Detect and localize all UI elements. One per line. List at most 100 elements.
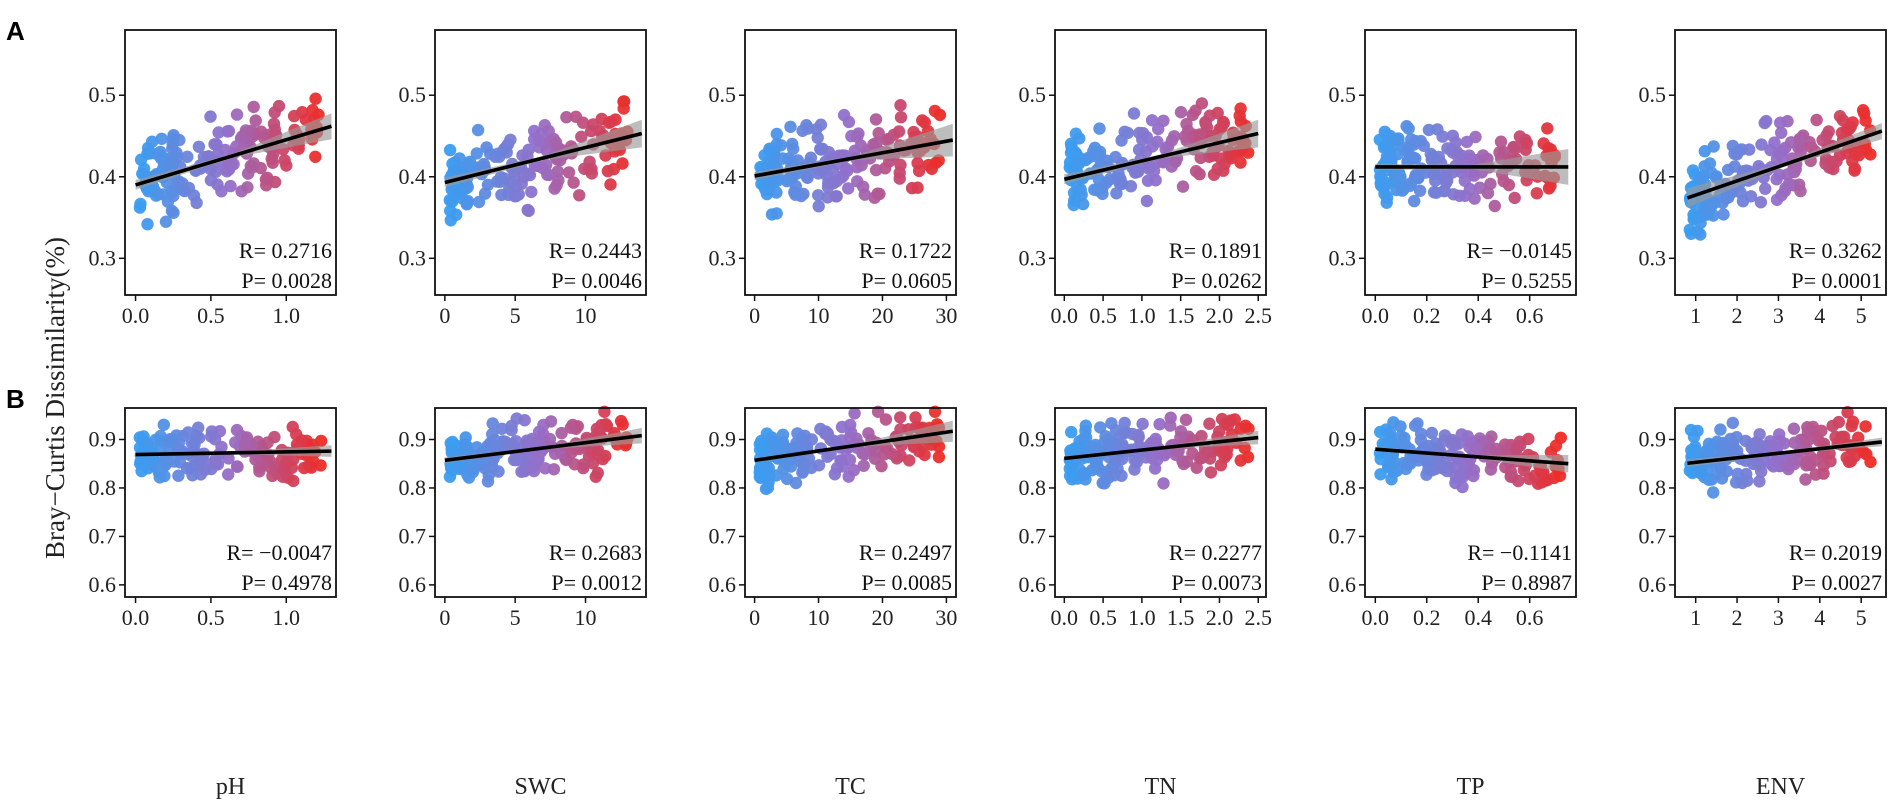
x-tick-label: 0.0	[1362, 303, 1390, 328]
data-point	[1810, 113, 1823, 127]
data-point	[1146, 140, 1159, 153]
data-point	[229, 436, 242, 449]
data-point	[811, 131, 824, 144]
data-point	[1063, 469, 1077, 482]
data-point	[614, 414, 628, 428]
data-point	[869, 163, 883, 177]
x-tick-label: 0.0	[1051, 303, 1079, 328]
data-point	[1422, 439, 1435, 453]
data-point	[1089, 438, 1102, 452]
data-point	[1694, 228, 1707, 241]
y-tick-label: 0.4	[709, 164, 737, 189]
data-point	[133, 201, 147, 214]
data-point	[848, 407, 861, 420]
x-tick-label: 1.5	[1167, 303, 1195, 328]
regression-line	[444, 131, 643, 185]
data-point	[1707, 486, 1720, 499]
row-letter-b: B	[6, 384, 25, 414]
y-tick-label: 0.5	[1639, 82, 1667, 107]
data-point	[1140, 194, 1154, 208]
data-point	[764, 176, 778, 190]
regression-line	[444, 433, 643, 463]
data-point	[820, 169, 833, 182]
data-point	[1195, 97, 1209, 110]
panel-b-swc: 0.6 0.7 0.8 0.9 0 5 10 R= 0.2683 P= 0.0012 SWC	[399, 405, 647, 800]
panel-a-tn: 0.3 0.4 0.5 0.0 0.5 1.0 1.5 2.0 2.5 R= 0.1891 P= 0…	[1019, 29, 1272, 328]
data-point	[247, 157, 260, 170]
panel-b-tc: 0.6 0.7 0.8 0.9 0 10 20 30 R= 0.2497 P= 0.0085 TC	[709, 405, 957, 800]
data-point	[768, 436, 781, 449]
data-point	[1755, 138, 1768, 151]
data-point	[278, 154, 291, 167]
x-tick-label: 2	[1732, 303, 1743, 328]
data-point	[185, 436, 199, 450]
data-point	[495, 422, 509, 435]
x-tick-label: 0.0	[1051, 605, 1079, 630]
data-point	[149, 433, 162, 446]
x-tick-label: 3	[1773, 303, 1784, 328]
data-point	[204, 174, 218, 187]
y-tick-label: 0.7	[1329, 523, 1357, 548]
data-point	[770, 127, 783, 141]
panel-a-env: 0.3 0.4 0.5 1 2 3 4 5 R= 0.3262 P= 0.0001	[1639, 29, 1887, 328]
data-point	[1174, 106, 1188, 119]
p-value: P= 0.5255	[1481, 268, 1572, 293]
y-tick-label: 0.3	[1019, 245, 1047, 270]
data-point	[1726, 416, 1740, 430]
y-tick-label: 0.4	[1639, 164, 1667, 189]
data-point	[1203, 417, 1216, 430]
data-point	[1767, 460, 1780, 473]
data-point	[1189, 165, 1203, 178]
data-point	[835, 420, 849, 434]
y-tick-label: 0.7	[1639, 523, 1667, 548]
data-point	[142, 453, 156, 466]
y-tick-label: 0.9	[1329, 427, 1357, 452]
data-point	[602, 116, 616, 129]
x-tick-label: 3	[1773, 605, 1784, 630]
data-point	[1385, 473, 1398, 486]
data-point	[784, 120, 797, 133]
data-point	[1092, 173, 1106, 186]
x-tick-label: 0.0	[122, 303, 150, 328]
data-point	[814, 118, 828, 131]
x-tick-label: 30	[935, 605, 957, 630]
panel-b-ph: 0.6 0.7 0.8 0.9 0.0 0.5 1.0 R= −0.0047 P= 0.4978…	[89, 407, 337, 800]
data-point	[159, 215, 173, 228]
data-point	[1215, 121, 1228, 134]
data-point	[471, 123, 485, 137]
data-point	[825, 434, 838, 447]
data-point	[1065, 425, 1078, 439]
data-point	[1451, 146, 1464, 159]
x-tick-label: 1.0	[1128, 605, 1156, 630]
data-point	[1110, 187, 1123, 200]
data-point	[1745, 441, 1758, 454]
x-tick-label: 10	[808, 605, 830, 630]
x-tick-label: 1.0	[273, 605, 301, 630]
data-point	[517, 170, 531, 184]
data-point	[1115, 452, 1129, 466]
data-point	[1700, 447, 1713, 460]
data-point	[1759, 182, 1772, 195]
r-value: R= 0.1722	[859, 238, 952, 263]
data-point	[1132, 143, 1146, 156]
data-point	[577, 458, 590, 471]
y-tick-label: 0.8	[1639, 475, 1667, 500]
data-point	[1683, 464, 1697, 477]
data-point	[1413, 184, 1427, 197]
data-point	[753, 443, 767, 456]
data-point	[1408, 194, 1421, 208]
data-point	[157, 418, 170, 431]
data-point	[1070, 158, 1084, 171]
data-point	[585, 167, 598, 180]
data-point	[278, 463, 291, 476]
data-point	[1141, 174, 1155, 187]
x-tick-label: 20	[871, 605, 893, 630]
data-point	[1148, 462, 1162, 475]
data-point	[443, 143, 457, 157]
data-point	[1064, 137, 1078, 150]
regression-line	[1375, 447, 1569, 466]
data-point	[912, 164, 926, 178]
data-point	[879, 413, 893, 426]
data-point	[230, 423, 244, 437]
data-point	[828, 468, 841, 481]
